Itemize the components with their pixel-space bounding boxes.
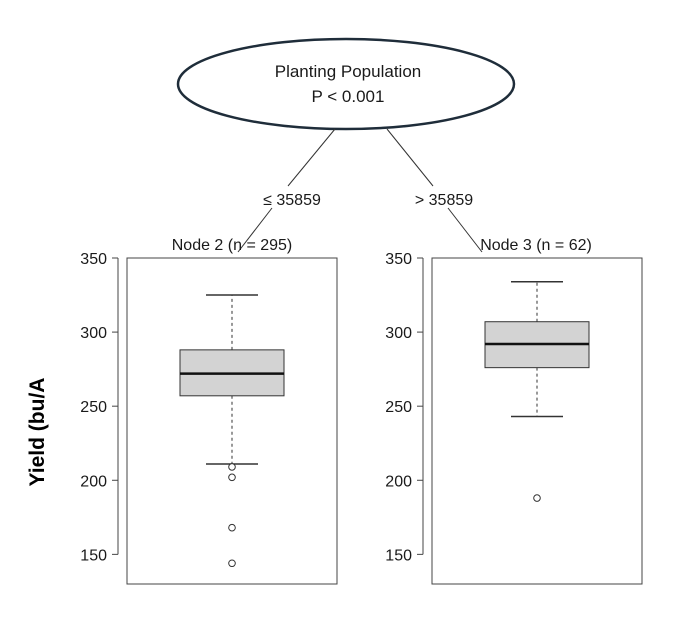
panel-1-frame: [126, 257, 338, 585]
panel-1-y-tick-label-350: 350: [80, 251, 107, 268]
boxplot-panels: 150 200 250 300 350 150 200 250 300 350: [80, 251, 643, 585]
y-axis-label: Yield (bu/A: [26, 378, 49, 487]
root-node-pvalue: P < 0.001: [312, 87, 385, 106]
panel-1-y-tick-label-200: 200: [80, 473, 107, 490]
panel-1-title: Node 2 (n = 295): [172, 237, 293, 254]
panel-1-y-tick-label-150: 150: [80, 547, 107, 564]
panel-2-title: Node 3 (n = 62): [480, 237, 592, 254]
root-node: Planting Population P < 0.001: [176, 37, 516, 131]
panel-1-outlier-3: [228, 523, 236, 532]
panel-2-y-tick-label-200: 200: [385, 473, 412, 490]
panel-1-y-tick-label-300: 300: [80, 325, 107, 342]
edge-left-label: ≤ 35859: [263, 192, 321, 209]
edge-right-label: > 35859: [415, 192, 473, 209]
edge-left-line-upper: [287, 128, 336, 187]
panel-2-outlier-1: [533, 494, 541, 502]
panel-1-outlier-4: [228, 559, 236, 568]
panel-2-y-tick-label-250: 250: [385, 399, 412, 416]
panel-2-y-tick-label-300: 300: [385, 325, 412, 342]
panel-1-y-tick-label-250: 250: [80, 399, 107, 416]
root-node-title: Planting Population: [275, 62, 422, 81]
edge-right-line-upper: [386, 128, 434, 187]
panel-2-frame: [431, 257, 643, 585]
root-node-ellipse: [176, 37, 516, 131]
panel-2-y-tick-label-350: 350: [385, 251, 412, 268]
panel-1-outlier-1: [228, 463, 236, 471]
panel-1-outlier-2: [228, 473, 236, 482]
edge-left-line-lower: [237, 207, 273, 253]
panel-2-y-tick-label-150: 150: [385, 547, 412, 564]
edge-right-line-lower: [447, 207, 483, 253]
